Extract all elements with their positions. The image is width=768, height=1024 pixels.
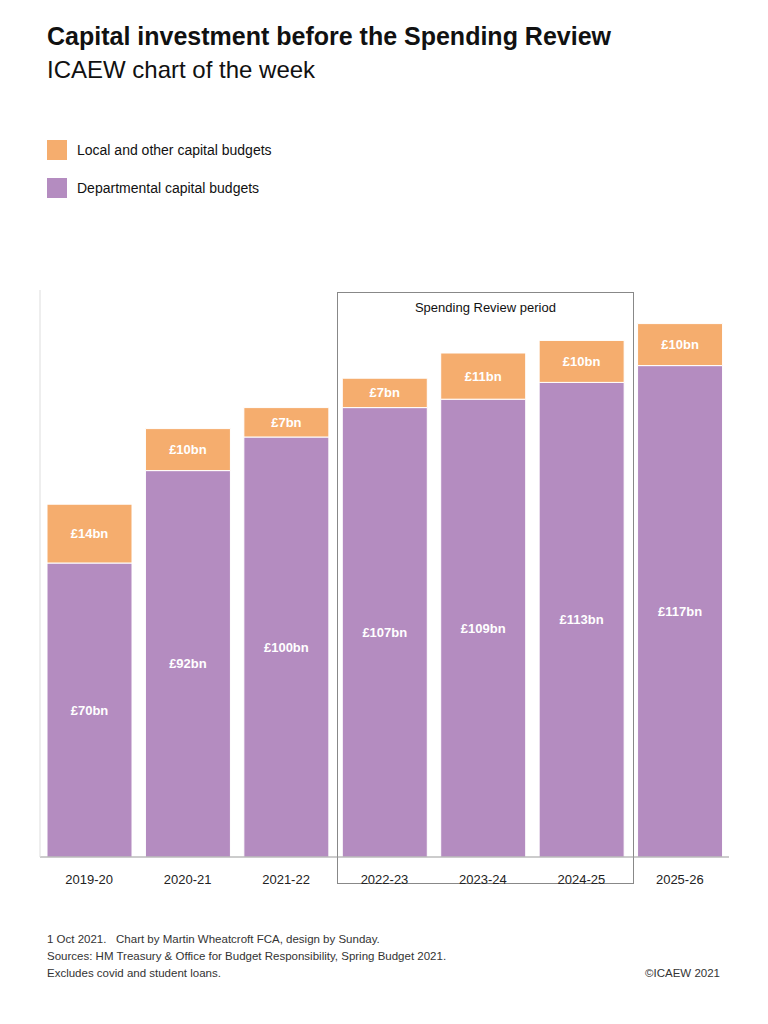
html-text:ICAEW chart of the week: ICAEW chart of the week <box>47 56 316 83</box>
svg-text:£113bn: £113bn <box>560 612 604 627</box>
svg-text:£10bn: £10bn <box>169 442 207 457</box>
html-text:Sources: HM Treasury & Office: Sources: HM Treasury & Office for Budget… <box>47 950 447 962</box>
html-text:Capital investment before the: Capital investment before the Spending R… <box>47 22 611 50</box>
svg-text:2025-26: 2025-26 <box>656 872 704 887</box>
html-text:Excludes covid and student loa: Excludes covid and student loans. <box>47 967 221 979</box>
svg-text:£7bn: £7bn <box>370 385 400 400</box>
svg-text:£117bn: £117bn <box>658 604 702 619</box>
svg-text:£92bn: £92bn <box>169 656 207 671</box>
html-text:Departmental capital budgets: Departmental capital budgets <box>77 180 260 196</box>
svg-text:£7bn: £7bn <box>271 415 301 430</box>
svg-text:£10bn: £10bn <box>563 354 601 369</box>
svg-text:£10bn: £10bn <box>661 337 699 352</box>
svg-text:£11bn: £11bn <box>465 369 502 384</box>
svg-text:2022-23: 2022-23 <box>361 872 409 887</box>
svg-text:2024-25: 2024-25 <box>557 872 605 887</box>
html-text:1 Oct 2021. Chart by Martin Wh: 1 Oct 2021. Chart by Martin Wheatcroft F… <box>47 933 380 945</box>
svg-text:2021-22: 2021-22 <box>262 872 310 887</box>
html-text:©ICAEW 2021: ©ICAEW 2021 <box>645 967 720 979</box>
svg-text:2023-24: 2023-24 <box>459 872 507 887</box>
svg-text:£70bn: £70bn <box>71 703 109 718</box>
html-text:Spending Review period: Spending Review period <box>415 300 556 315</box>
svg-text:£109bn: £109bn <box>461 621 506 636</box>
svg-text:2019-20: 2019-20 <box>65 872 113 887</box>
svg-text:£100bn: £100bn <box>264 640 309 655</box>
svg-text:2020-21: 2020-21 <box>164 872 212 887</box>
html-text:Local and other capital budget: Local and other capital budgets <box>77 142 272 158</box>
svg-text:£107bn: £107bn <box>362 625 407 640</box>
svg-text:£14bn: £14bn <box>71 526 109 541</box>
